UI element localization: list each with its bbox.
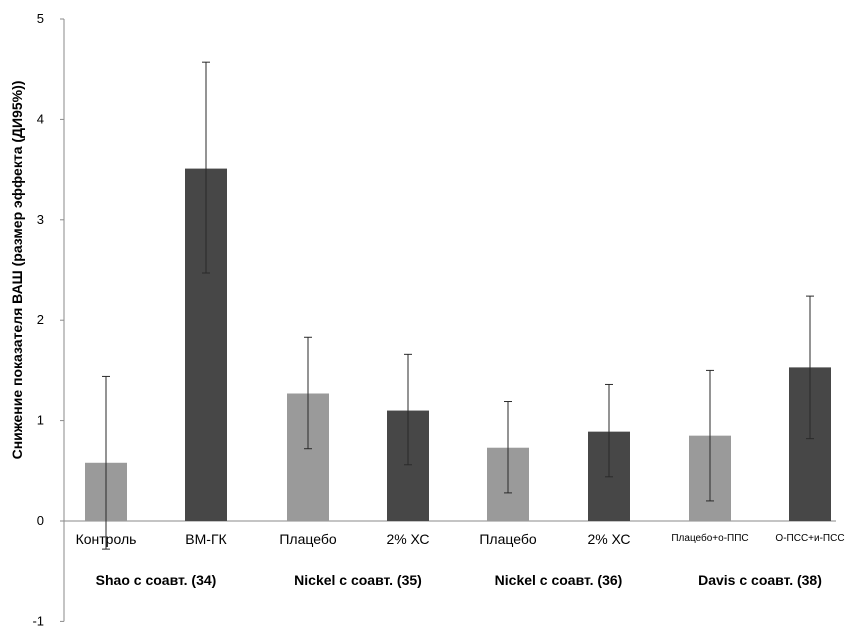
y-tick-label: -1 xyxy=(32,613,44,626)
group-label: Davis с соавт. (38) xyxy=(698,572,822,588)
group-label: Nickel с соавт. (35) xyxy=(294,572,422,588)
y-axis-title: Снижение показателя ВАШ (размер эффекта … xyxy=(9,81,25,460)
category-labels: Контроль ВМ-ГК Плацебо 2% ХС Плацебо 2% ХС Пла… xyxy=(76,531,845,547)
y-tick-label: 3 xyxy=(37,212,44,227)
category-label: 2% ХС xyxy=(386,531,429,547)
bars xyxy=(85,168,831,521)
y-tick-label: 5 xyxy=(37,11,44,26)
category-label: 2% ХС xyxy=(587,531,630,547)
group-label: Nickel с соавт. (36) xyxy=(495,572,623,588)
category-label: О-ПСС+и-ПСС xyxy=(775,533,844,544)
axes xyxy=(60,18,836,622)
category-label: Контроль xyxy=(76,531,137,547)
category-label: Плацебо+о-ППС xyxy=(671,532,748,544)
group-label: Shao с соавт. (34) xyxy=(96,572,217,588)
y-tick-label: 4 xyxy=(37,111,44,126)
error-bars xyxy=(102,61,814,550)
y-tick-labels: -1 0 1 2 3 4 5 xyxy=(32,11,44,626)
category-label: Плацебо xyxy=(479,531,537,547)
y-tick-label: 2 xyxy=(37,312,44,327)
y-tick-label: 1 xyxy=(37,413,44,428)
group-labels: Shao с соавт. (34) Nickel с соавт. (35) Ni… xyxy=(96,572,822,588)
y-tick-label: 0 xyxy=(37,513,44,528)
category-label: ВМ-ГК xyxy=(185,531,227,547)
category-label: Плацебо xyxy=(279,531,337,547)
